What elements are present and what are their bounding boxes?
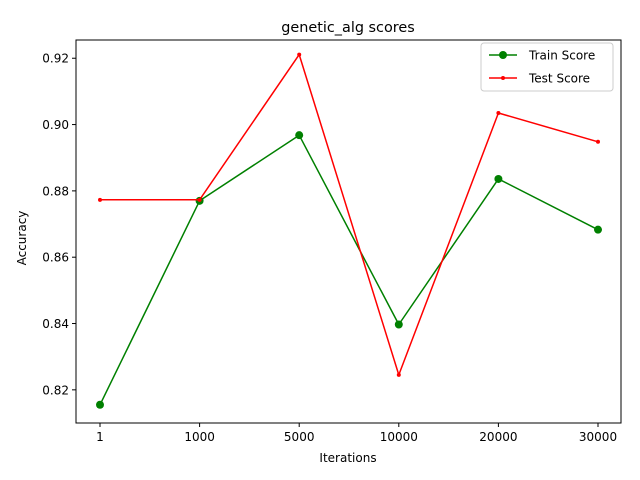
y-tick-label: 0.86 <box>42 251 69 265</box>
y-tick-label: 0.82 <box>42 383 69 397</box>
x-tick-label: 20000 <box>479 430 517 444</box>
legend: Train Score Test Score <box>480 42 614 92</box>
x-tick-label: 5000 <box>284 430 315 444</box>
chart-title: genetic_alg scores <box>281 20 414 36</box>
series-0-point <box>295 131 304 140</box>
series-0-point <box>494 174 503 183</box>
y-axis-ticks: 0.82 0.84 0.86 0.88 0.90 0.92 <box>42 52 76 397</box>
y-tick-label: 0.90 <box>42 118 69 132</box>
x-axis-ticks: 1 1000 5000 10000 20000 30000 <box>96 423 617 444</box>
y-tick-label: 0.92 <box>42 52 69 66</box>
x-tick-label: 30000 <box>579 430 617 444</box>
y-axis-label: Accuracy <box>15 211 29 266</box>
series-layer <box>96 52 602 409</box>
series-0-point <box>96 400 104 409</box>
series-1-point <box>396 372 401 377</box>
series-line-0 <box>99 134 599 406</box>
x-tick-label: 10000 <box>380 430 418 444</box>
series-1-point <box>197 197 202 202</box>
series-1-point <box>596 139 600 144</box>
y-tick-label: 0.84 <box>42 317 69 331</box>
legend-entry-train: Train Score <box>489 49 595 63</box>
series-1-point <box>297 52 302 57</box>
series-0-point <box>394 320 403 329</box>
legend-entry-test: Test Score <box>489 72 590 86</box>
series-0-point <box>594 225 602 234</box>
legend-label-train: Train Score <box>528 49 595 63</box>
plot-frame <box>75 39 622 424</box>
series-1-point <box>496 110 501 115</box>
x-tick-label: 1000 <box>184 430 215 444</box>
legend-label-test: Test Score <box>528 72 590 86</box>
x-tick-label: 1 <box>96 430 104 444</box>
series-1-point <box>98 197 102 202</box>
x-axis-label: Iterations <box>319 451 376 465</box>
y-tick-label: 0.88 <box>42 184 69 198</box>
series-line-1 <box>100 53 599 376</box>
